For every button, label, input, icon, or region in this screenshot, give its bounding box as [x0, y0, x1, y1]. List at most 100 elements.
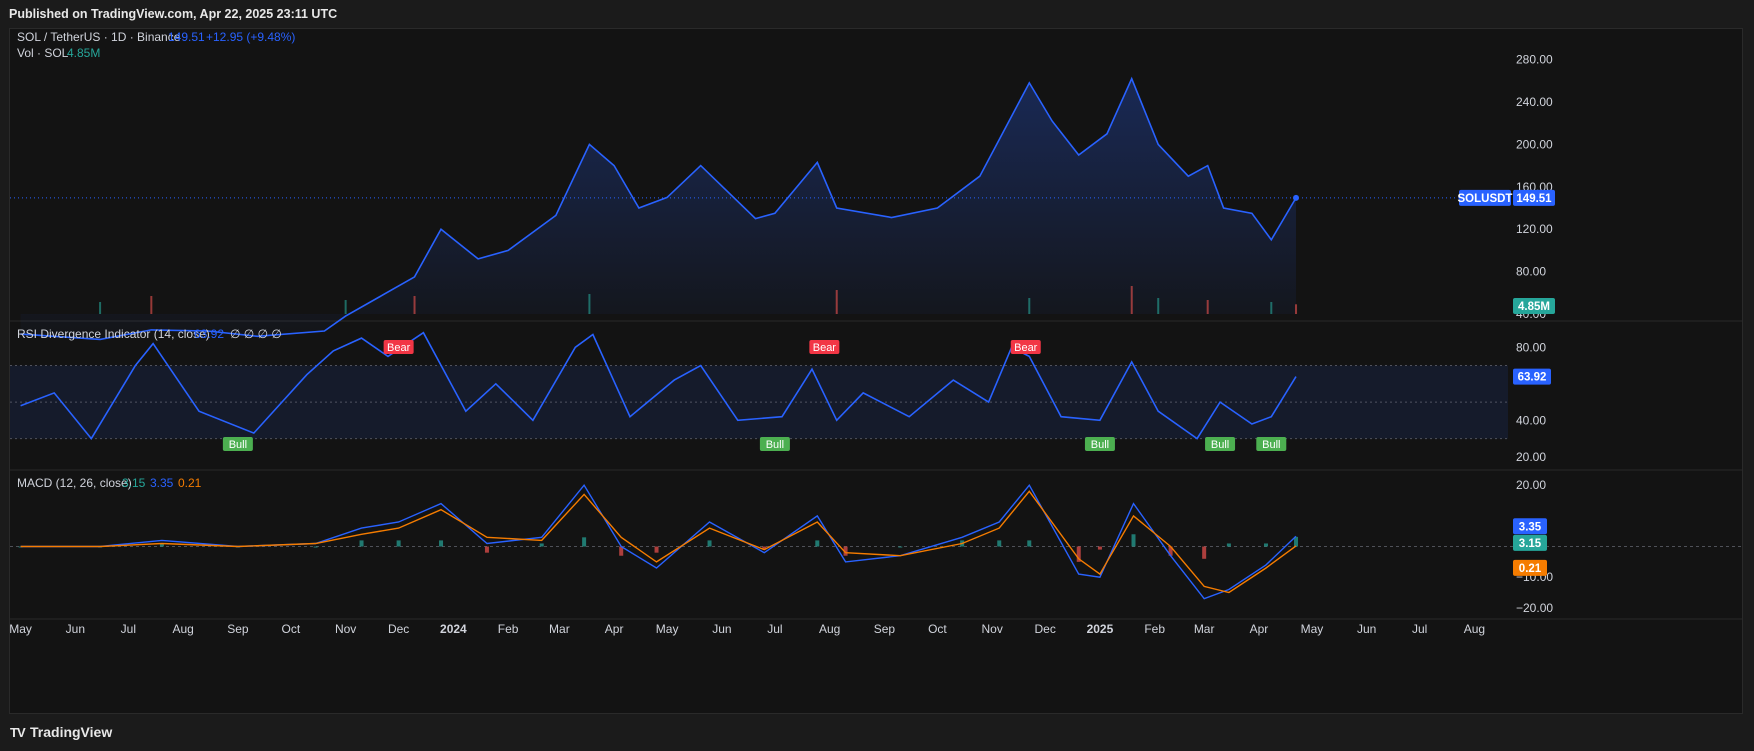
- vol-legend: Vol · SOL 4.85M: [17, 46, 100, 60]
- rsi-line: [20, 331, 1297, 440]
- macd-hist-bar: [1202, 546, 1207, 559]
- macd-hist-bar: [762, 546, 767, 550]
- bear-label-bg: [383, 340, 414, 354]
- x-tick-label: Jul: [121, 622, 136, 636]
- macd-badge-bg: [1513, 518, 1547, 535]
- macd-hist-bar: [1097, 546, 1102, 550]
- series-lines: [10, 76, 1508, 600]
- published-label: Published on TradingView.com, Apr 22, 20…: [9, 7, 338, 21]
- last-price-dot: [1293, 194, 1300, 201]
- rsi-y-tick: 80.00: [1516, 340, 1546, 354]
- macd-hist-bar: [439, 540, 444, 547]
- rsi-band: [10, 365, 1508, 439]
- x-tick-label: Feb: [498, 622, 519, 636]
- x-tick-label: Aug: [1464, 622, 1485, 636]
- bear-label: Bear: [1014, 342, 1038, 354]
- chart-canvas[interactable]: Bear Bull Bear Bull Bear Bull Bull Bull May Jun J…: [10, 29, 1742, 713]
- macd-hist-bar: [582, 537, 587, 547]
- macd-badge: 3.35: [1519, 521, 1542, 533]
- price-y-tick: 120.00: [1516, 222, 1553, 236]
- bull-label: Bull: [766, 439, 784, 451]
- rsi-badge: 63.92: [1518, 372, 1547, 384]
- rsi-value: 63.92: [194, 327, 224, 341]
- macd-hist-bar: [159, 543, 164, 547]
- macd-hist-bar: [1263, 543, 1268, 547]
- x-tick-label: Jun: [712, 622, 731, 636]
- x-tick-label: May: [656, 622, 679, 636]
- x-tick-label: Apr: [605, 622, 624, 636]
- volume-badge: 4.85M: [1518, 301, 1550, 313]
- x-tick-label: Dec: [1035, 622, 1056, 636]
- rsi-y-tick: 20.00: [1516, 450, 1546, 464]
- macd-hist-bar: [18, 546, 23, 548]
- volume-bar: [1028, 298, 1031, 314]
- signal-badge-bg: [1513, 559, 1547, 576]
- grid: [10, 320, 1742, 620]
- bear-label: Bear: [387, 342, 411, 354]
- macd-hist-bar: [619, 546, 624, 556]
- x-tick-label: Nov: [335, 622, 356, 636]
- symbol-tag: SOLUSDT: [1458, 193, 1513, 205]
- x-tick-label: Apr: [1250, 622, 1269, 636]
- macd-hist-bar: [843, 546, 848, 556]
- macd-hist-value: 3.15: [122, 476, 146, 490]
- rsi-label: RSI Divergence Indicator (14, close): [17, 327, 210, 341]
- x-tick-label: May: [1301, 622, 1324, 636]
- volume-bar: [1295, 304, 1298, 314]
- volume-bar: [1157, 298, 1160, 314]
- x-tick-label: Aug: [819, 622, 840, 636]
- macd-hist-bar: [484, 546, 489, 553]
- rsi-legend: RSI Divergence Indicator (14, close) 63.…: [17, 327, 282, 341]
- x-tick-label: May: [10, 622, 32, 636]
- volume-bars: [99, 286, 1298, 314]
- volume-bar: [99, 302, 102, 314]
- macd-hist-bar: [707, 540, 712, 547]
- volume-bar: [413, 296, 416, 314]
- x-tick-label: Jun: [1357, 622, 1376, 636]
- bear-label-bg: [809, 340, 840, 354]
- volume-badge-bg: [1513, 298, 1555, 314]
- vol-value: 4.85M: [67, 46, 100, 60]
- signal-badge: 0.21: [1519, 563, 1542, 575]
- bull-label: Bull: [1091, 439, 1109, 451]
- price-y-tick: 200.00: [1516, 137, 1553, 151]
- divergence-annotations: Bear Bull Bear Bull Bear Bull Bull Bull: [222, 340, 1287, 451]
- x-tick-label: Mar: [549, 622, 570, 636]
- macd-hist-bar: [1131, 534, 1136, 547]
- macd-hist-bar: [313, 546, 318, 548]
- macd-hist-bar: [1076, 546, 1081, 562]
- volume-bar: [588, 294, 591, 314]
- symbol-tag-bg: [1459, 189, 1511, 206]
- chart-frame[interactable]: Bear Bull Bear Bull Bear Bull Bull Bull May Jun J…: [9, 28, 1743, 714]
- main-legend: SOL / TetherUS · 1D · Binance 149.51 +12…: [17, 30, 295, 44]
- macd-hist-bar: [815, 540, 820, 547]
- macd-hist-bar: [396, 540, 401, 547]
- macd-hist-bar: [1027, 540, 1032, 547]
- bull-label: Bull: [229, 439, 247, 451]
- bull-label-bg: [1256, 437, 1287, 451]
- rsi-y-tick: 40.00: [1516, 413, 1546, 427]
- bull-label: Bull: [1211, 439, 1229, 451]
- macd-y-tick: −20.00: [1516, 601, 1553, 615]
- volume-bar: [1270, 302, 1273, 314]
- macd-label: MACD (12, 26, close): [17, 476, 132, 490]
- macd-hist-bar: [997, 540, 1002, 547]
- x-tick-label: Oct: [282, 622, 301, 636]
- x-tick-label: Nov: [982, 622, 1003, 636]
- price-badge-bg: [1513, 189, 1555, 206]
- rsi-extras: ∅ ∅ ∅ ∅: [230, 327, 282, 341]
- tradingview-logo-icon: TV: [10, 725, 26, 740]
- signal-line: [20, 490, 1297, 594]
- hist-badge-bg: [1513, 534, 1547, 551]
- x-tick-label: Jun: [66, 622, 85, 636]
- brand-label: TradingView: [30, 724, 113, 740]
- top-bar: Published on TradingView.com, Apr 22, 20…: [0, 0, 1754, 28]
- volume-bar: [835, 290, 838, 314]
- x-tick-label: Oct: [928, 622, 947, 636]
- macd-line: [20, 483, 1297, 600]
- price-line: [20, 76, 1297, 341]
- macd-hist-bar: [654, 546, 659, 553]
- price-area: [20, 78, 1297, 340]
- bull-label-bg: [1084, 437, 1115, 451]
- macd-hist-bar: [1294, 536, 1299, 547]
